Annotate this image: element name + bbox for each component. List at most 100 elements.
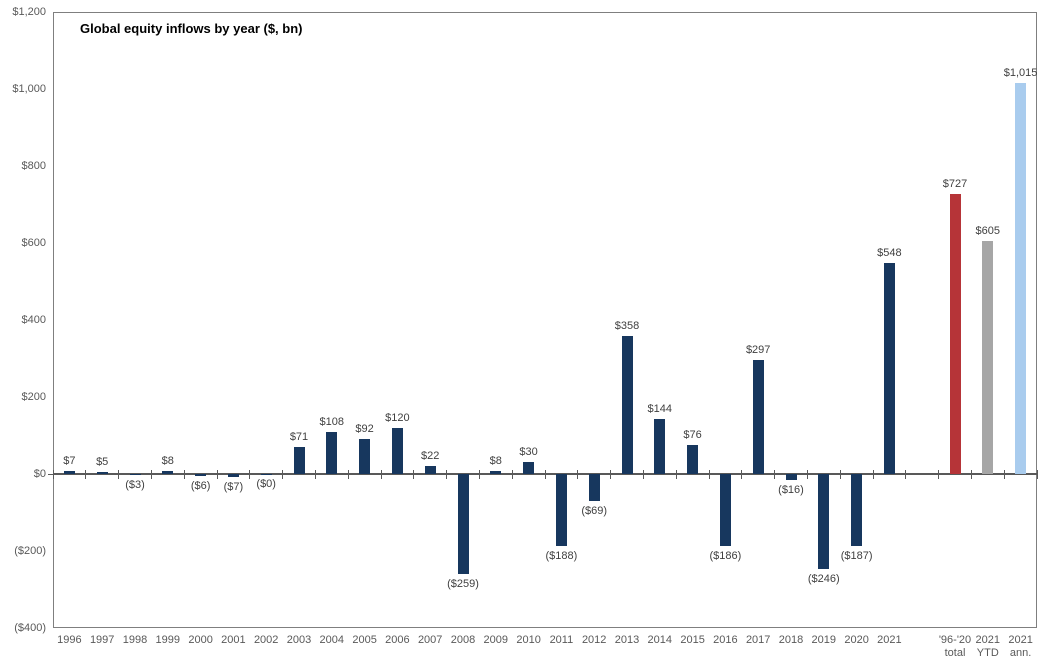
- y-axis-label: $1,200: [12, 5, 46, 18]
- x-axis-label: 2013: [614, 634, 640, 646]
- x-axis-tick-mark: [380, 470, 382, 479]
- bar-value-label: ($188): [545, 550, 578, 563]
- bar: [63, 471, 75, 474]
- bar: [359, 438, 371, 474]
- x-axis-tick-mark: [708, 470, 710, 479]
- bar-value-label: ($186): [709, 549, 742, 562]
- x-axis-tick-mark: [741, 470, 743, 479]
- x-axis-tick-mark: [1036, 470, 1038, 479]
- x-axis-label: 2002: [253, 634, 279, 646]
- bar: [490, 470, 502, 474]
- x-axis-tick-mark: [52, 470, 54, 479]
- x-axis-tick-mark: [577, 470, 579, 479]
- x-axis-tick-mark: [806, 470, 808, 479]
- bar-value-label: ($246): [807, 572, 840, 585]
- bar: [391, 427, 403, 474]
- bar-value-label: ($7): [223, 480, 244, 493]
- bar-value-label: ($6): [190, 480, 211, 493]
- bar: [687, 444, 699, 474]
- bar: [818, 474, 830, 569]
- x-axis-label: 2010: [516, 634, 541, 646]
- x-axis-label: 2005: [352, 634, 377, 646]
- x-axis-label: 2009: [483, 634, 509, 646]
- x-axis-label: 1996: [57, 634, 82, 646]
- x-axis-label: 2021 YTD: [975, 634, 1001, 659]
- y-axis-label: $600: [21, 236, 46, 249]
- y-axis-label: $800: [21, 159, 46, 172]
- x-axis-tick-mark: [774, 470, 776, 479]
- x-axis-label: 1998: [122, 634, 148, 646]
- bar-value-label: $120: [385, 411, 410, 424]
- x-axis-tick-mark: [85, 470, 87, 479]
- plot-area: [53, 12, 1037, 628]
- bar-value-label: $92: [355, 422, 374, 435]
- x-axis-label: 2003: [286, 634, 312, 646]
- bar: [129, 474, 141, 476]
- bar-value-label: $297: [745, 343, 771, 356]
- y-axis-label: ($200): [14, 544, 46, 557]
- bar: [719, 474, 731, 546]
- bar: [621, 336, 633, 474]
- bar: [555, 474, 567, 547]
- x-axis-tick-mark: [118, 470, 120, 479]
- bar: [227, 474, 239, 477]
- bar-value-label: $30: [519, 446, 538, 459]
- x-axis-label: 2020: [844, 634, 869, 646]
- x-axis-label: '96-'20 total: [938, 634, 972, 659]
- x-axis-tick-mark: [675, 470, 677, 479]
- x-axis-label: 2012: [581, 634, 607, 646]
- x-axis-tick-mark: [544, 470, 546, 479]
- x-axis-tick-mark: [446, 470, 448, 479]
- x-axis-label: 2007: [417, 634, 443, 646]
- bar: [195, 474, 207, 477]
- bar: [949, 194, 961, 474]
- bar: [326, 432, 338, 474]
- bar-value-label: ($16): [778, 484, 804, 497]
- x-axis-tick-mark: [314, 470, 316, 479]
- bar-value-label: $71: [289, 430, 309, 443]
- x-axis-tick-mark: [511, 470, 513, 479]
- bar-value-label: $605: [975, 225, 1001, 238]
- bar-value-label: $144: [647, 402, 673, 415]
- x-axis-label: 2008: [450, 634, 476, 646]
- bar-value-label: ($259): [447, 577, 479, 590]
- y-axis-label: $400: [21, 313, 46, 326]
- bar-value-label: $76: [683, 428, 702, 441]
- x-axis-tick-mark: [970, 470, 972, 479]
- bar-value-label: $8: [161, 454, 174, 467]
- y-axis-label: ($400): [14, 621, 46, 634]
- bar: [654, 418, 666, 474]
- bar-value-label: ($187): [840, 549, 873, 562]
- bar: [851, 474, 863, 546]
- x-axis-label: 2014: [647, 634, 673, 646]
- bar: [523, 462, 535, 474]
- x-axis-label: 2016: [713, 634, 738, 646]
- bar: [457, 474, 469, 574]
- x-axis-label: 2015: [680, 634, 705, 646]
- x-axis-tick-mark: [938, 470, 940, 479]
- x-axis-label: 2021 ann.: [1008, 634, 1033, 659]
- bar: [883, 263, 895, 474]
- x-axis-label: 2019: [811, 634, 837, 646]
- bar-value-label: $1,015: [1003, 67, 1038, 80]
- x-axis-tick-mark: [347, 470, 349, 479]
- bar: [96, 472, 108, 474]
- bar: [588, 474, 600, 501]
- bar-value-label: $22: [421, 449, 440, 462]
- y-axis-label: $200: [21, 390, 46, 403]
- x-axis-tick-mark: [478, 470, 480, 479]
- bar-value-label: ($0): [256, 478, 276, 490]
- x-axis-label: 2011: [549, 634, 574, 646]
- chart-title: Global equity inflows by year ($, bn): [80, 21, 303, 36]
- x-axis-tick-mark: [642, 470, 644, 479]
- y-axis-label: $1,000: [12, 82, 46, 95]
- x-axis-tick-mark: [1003, 470, 1005, 479]
- x-axis-tick-mark: [610, 470, 612, 479]
- bar-value-label: $548: [877, 247, 902, 260]
- x-axis-tick-mark: [282, 470, 284, 479]
- x-axis-label: 2004: [319, 634, 345, 646]
- bar-value-label: $358: [614, 320, 640, 333]
- bar-value-label: $8: [489, 454, 502, 467]
- x-axis-label: 2006: [385, 634, 410, 646]
